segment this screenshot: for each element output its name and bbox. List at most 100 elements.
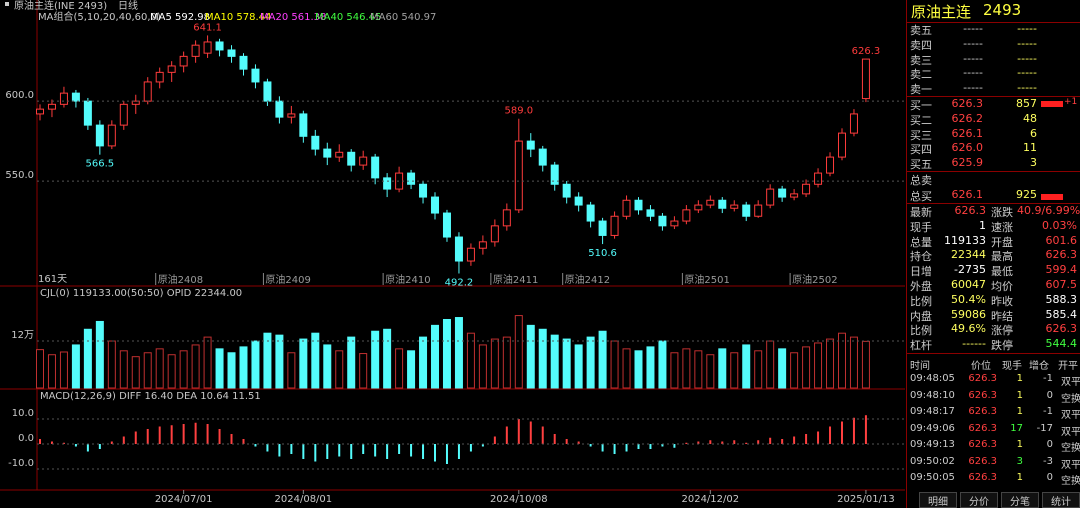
tick-cell: 1	[1016, 389, 1023, 401]
book-volume: 925	[1016, 188, 1037, 201]
candle-body	[646, 209, 655, 217]
volume-bar	[670, 352, 679, 389]
tick-cell: 双平	[1061, 426, 1080, 438]
candle-body	[47, 103, 56, 110]
candle-body	[550, 164, 559, 185]
tab[interactable]: 分价	[960, 492, 998, 508]
book-price: -----	[963, 81, 983, 95]
volume-bar	[36, 349, 44, 389]
stat-value: 119133	[944, 233, 986, 247]
candle-body	[826, 156, 835, 174]
volume-bar	[562, 338, 571, 389]
volume-bar	[478, 344, 487, 389]
book-volume: 11	[1023, 141, 1037, 155]
tick-cell: -17	[1036, 422, 1053, 434]
candle-body	[670, 220, 679, 227]
candle-body	[514, 140, 523, 211]
candle-body	[323, 148, 332, 158]
tick-cell: 0	[1046, 472, 1053, 483]
candle-body	[861, 58, 870, 100]
tick-cell: 626.3	[968, 439, 997, 450]
stat-value: 626.3	[1045, 248, 1078, 262]
candle-body	[502, 209, 511, 227]
stat-value: 607.5	[1045, 278, 1078, 291]
day-count: 161天	[38, 274, 67, 285]
ma-legend: MA5 592.98	[150, 12, 210, 23]
contract-label: 原油2501	[684, 273, 729, 286]
volume-bar	[622, 348, 631, 389]
tick-header: 开平	[1058, 361, 1078, 372]
volume-bar	[730, 352, 739, 389]
volume-bar	[754, 350, 763, 389]
volume-bar	[658, 340, 667, 389]
candle-body	[203, 41, 212, 54]
book-label: 总买	[910, 190, 932, 203]
panel-title: MACD(12,26,9) DIFF 16.40 DEA 10.64 11.51	[40, 391, 261, 402]
volume-bar	[59, 351, 68, 389]
book-price: 626.2	[951, 111, 984, 125]
contract-label: 原油2408	[158, 273, 203, 286]
book-label: 买一	[910, 99, 932, 112]
book-label: 卖二	[910, 68, 932, 82]
book-label: 卖三	[910, 53, 932, 67]
tab[interactable]: 明细	[919, 492, 957, 508]
volume-bar	[143, 352, 152, 389]
tab[interactable]: 分笔	[1001, 492, 1039, 508]
candle-body	[191, 44, 200, 57]
price-annotation: 641.1	[193, 22, 222, 33]
tick-cell: 3	[1016, 455, 1023, 467]
volume-bar	[107, 340, 116, 389]
tick-cell: 空换	[1061, 443, 1080, 454]
candle-body	[107, 124, 116, 147]
stat-label: 总量	[910, 235, 932, 249]
stat-label: 跌停	[991, 339, 1013, 353]
candle-body	[766, 188, 775, 206]
candle-body	[71, 92, 80, 102]
period[interactable]: 日线	[118, 0, 138, 12]
date-label: 2025/01/13	[837, 494, 895, 505]
book-price: 626.3	[951, 97, 984, 110]
contract-label: 原油2411	[493, 273, 538, 286]
tab[interactable]: 统计	[1042, 492, 1080, 508]
candle-body	[490, 225, 499, 243]
volume-bar	[610, 340, 619, 389]
book-volume: -----	[1017, 66, 1037, 80]
candle-body	[538, 148, 547, 166]
ma-legend: MA10 578.44	[205, 12, 271, 23]
candle-body	[730, 204, 739, 209]
volume-bar	[263, 332, 272, 389]
book-label: 卖一	[910, 83, 932, 97]
candle-body	[395, 172, 404, 190]
candle-body	[155, 71, 164, 83]
book-label: 买三	[910, 128, 932, 142]
date-label: 2024/12/02	[681, 494, 739, 505]
volume-bar	[442, 318, 451, 389]
y-tick-label: 12万	[11, 330, 34, 341]
symbol[interactable]: 原油主连(INE 2493)	[14, 0, 107, 12]
candle-body	[574, 196, 583, 206]
candle-body	[419, 183, 428, 198]
tick-cell: 双平	[1061, 377, 1080, 388]
price-annotation: 589.0	[504, 106, 533, 117]
stat-label: 外盘	[910, 280, 932, 293]
candle-body	[802, 183, 811, 195]
book-volume: -----	[1017, 51, 1037, 65]
candle-body	[347, 151, 356, 166]
volume-bar	[694, 350, 703, 389]
volume-bar	[155, 348, 164, 389]
volume-bar	[227, 352, 236, 389]
stat-label: 最新	[910, 206, 932, 219]
price-annotation: 492.2	[445, 277, 474, 288]
separator	[907, 96, 1080, 97]
stat-label: 日增	[910, 265, 932, 279]
volume-bar	[502, 336, 511, 389]
volume-bar	[287, 352, 296, 389]
tick-cell: 09:49:06	[910, 422, 955, 434]
tick-header: 价位	[971, 361, 991, 372]
volume-bar	[454, 317, 463, 389]
tick-cell: 1	[1016, 439, 1023, 450]
price-annotation: 626.3	[852, 46, 881, 57]
ma-legend: MA40 546.45	[315, 12, 381, 23]
volume-bar	[718, 348, 727, 389]
